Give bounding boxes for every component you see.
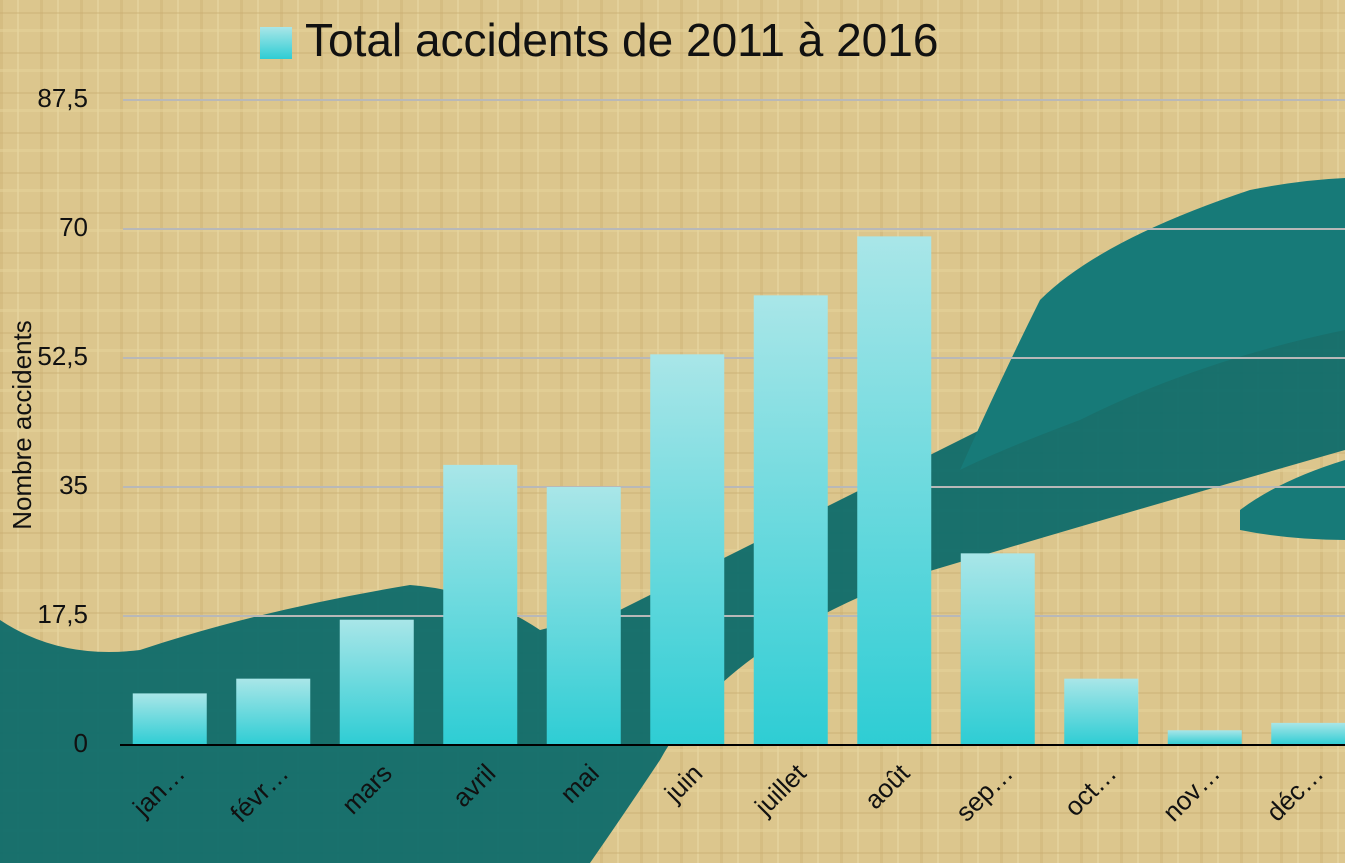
- bar: [340, 620, 414, 745]
- bar: [961, 553, 1035, 745]
- bar: [1168, 730, 1242, 745]
- bar: [443, 465, 517, 745]
- y-tick-label: 87,5: [37, 83, 88, 113]
- y-tick-label: 0: [74, 728, 88, 758]
- bar: [1271, 723, 1345, 745]
- bar: [650, 354, 724, 745]
- bar: [857, 236, 931, 745]
- bar: [754, 295, 828, 745]
- y-tick-label: 70: [59, 212, 88, 242]
- legend-swatch: [260, 27, 292, 59]
- bar: [1064, 679, 1138, 745]
- y-tick-label: 17,5: [37, 599, 88, 629]
- y-axis-label: Nombre accidents: [7, 320, 37, 530]
- chart: Total accidents de 2011 à 2016 Nombre ac…: [0, 0, 1345, 863]
- bar: [133, 693, 207, 745]
- bar: [547, 487, 621, 745]
- legend-label: Total accidents de 2011 à 2016: [305, 14, 938, 66]
- y-tick-label: 35: [59, 470, 88, 500]
- bar: [236, 679, 310, 745]
- y-tick-label: 52,5: [37, 341, 88, 371]
